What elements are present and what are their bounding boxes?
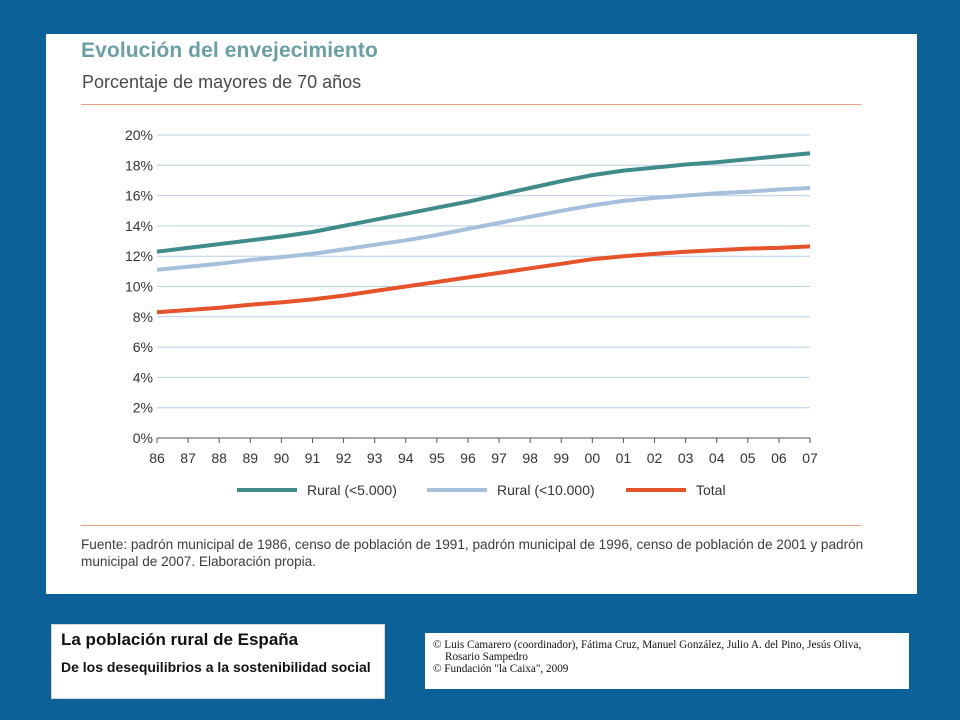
- x-tick-label: 01: [616, 450, 632, 466]
- series-line-0: [156, 151, 811, 254]
- y-tick-label: 2%: [133, 400, 153, 416]
- x-tick-label: 90: [274, 450, 290, 466]
- x-tick-label: 97: [491, 450, 507, 466]
- x-tick-label: 05: [740, 450, 756, 466]
- y-tick-label: 6%: [133, 339, 153, 355]
- credits-text: © Luis Camarero (coordinador), Fátima Cr…: [433, 639, 903, 675]
- series-line-2: [156, 244, 811, 315]
- x-tick-label: 91: [305, 450, 321, 466]
- y-tick-label: 14%: [125, 218, 153, 234]
- x-tick-label: 02: [647, 450, 663, 466]
- y-tick-label: 12%: [125, 248, 153, 264]
- x-tick-label: 94: [398, 450, 414, 466]
- x-tick-label: 88: [211, 450, 227, 466]
- top-divider: [81, 104, 861, 105]
- x-tick-label: 06: [771, 450, 787, 466]
- y-tick-label: 20%: [125, 127, 153, 143]
- x-tick-label: 00: [585, 450, 601, 466]
- line-chart: 0% 2% 4% 6% 8% 10% 12% 14% 16% 18% 20% 86 87 88 89 90 91…: [125, 127, 818, 498]
- credits-box: © Luis Camarero (coordinador), Fátima Cr…: [425, 633, 909, 689]
- x-tick-label: 86: [149, 450, 165, 466]
- credits-authors-line2: Rosario Sampedro: [445, 651, 528, 663]
- y-tick-label: 18%: [125, 157, 153, 173]
- legend-label: Rural (<5.000): [307, 482, 397, 498]
- credits-authors-line1: © Luis Camarero (coordinador), Fátima Cr…: [433, 639, 862, 651]
- source-note: Fuente: padrón municipal de 1986, censo …: [81, 537, 864, 569]
- y-tick-label: 4%: [133, 369, 153, 385]
- credits-publisher-line: © Fundación "la Caixa", 2009: [433, 663, 569, 675]
- x-tick-label: 96: [460, 450, 476, 466]
- x-tick-label: 93: [367, 450, 383, 466]
- x-tick-label: 87: [180, 450, 196, 466]
- chart-title: Evolución del envejecimiento: [81, 39, 378, 62]
- bottom-divider: [81, 525, 861, 526]
- x-tick-label: 99: [553, 450, 569, 466]
- y-tick-label: 0%: [133, 430, 153, 446]
- y-tick-label: 16%: [125, 188, 153, 204]
- x-tick-label: 92: [336, 450, 352, 466]
- book-title: La población rural de España: [61, 630, 299, 649]
- x-tick-label: 04: [709, 450, 725, 466]
- x-tick-label: 98: [522, 450, 538, 466]
- series-line-1: [156, 186, 811, 272]
- chart-card: Evolución del envejecimiento Porcentaje …: [46, 34, 917, 594]
- y-tick-label: 8%: [133, 309, 153, 325]
- chart-subtitle: Porcentaje de mayores de 70 años: [82, 72, 362, 92]
- x-tick-label: 95: [429, 450, 445, 466]
- legend-label: Total: [696, 482, 726, 498]
- x-tick-label: 07: [802, 450, 818, 466]
- x-tick-label: 89: [242, 450, 258, 466]
- book-info-box: La población rural de España De los dese…: [51, 624, 385, 699]
- y-tick-label: 10%: [125, 279, 153, 295]
- book-subtitle: De los desequilibrios a la sostenibilida…: [61, 659, 371, 675]
- legend-label: Rural (<10.000): [497, 482, 595, 498]
- x-tick-label: 03: [678, 450, 694, 466]
